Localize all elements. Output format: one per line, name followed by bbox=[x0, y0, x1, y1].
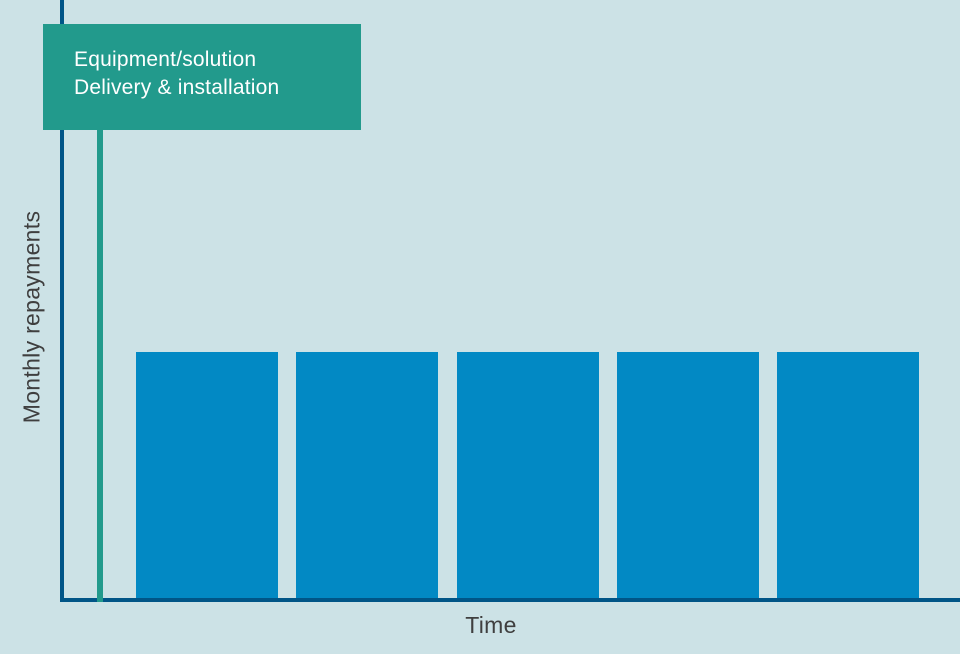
y-axis-line bbox=[60, 0, 64, 602]
delivery-callout: Equipment/solution Delivery & installati… bbox=[43, 24, 361, 130]
repayment-bar-4 bbox=[616, 352, 759, 598]
repayment-bar-1 bbox=[136, 352, 278, 598]
bars-container bbox=[136, 352, 919, 598]
x-axis-label: Time bbox=[465, 612, 517, 638]
delivery-callout-line1: Equipment/solution bbox=[74, 48, 257, 71]
delivery-event-line bbox=[97, 126, 103, 602]
y-axis-label: Monthly repayments bbox=[18, 210, 45, 424]
delivery-callout-line2: Delivery & installation bbox=[74, 76, 280, 99]
repayment-bar-5 bbox=[777, 352, 919, 598]
repayment-bar-3 bbox=[456, 352, 599, 598]
x-axis-line bbox=[60, 598, 960, 602]
repayment-bar-2 bbox=[296, 352, 439, 598]
